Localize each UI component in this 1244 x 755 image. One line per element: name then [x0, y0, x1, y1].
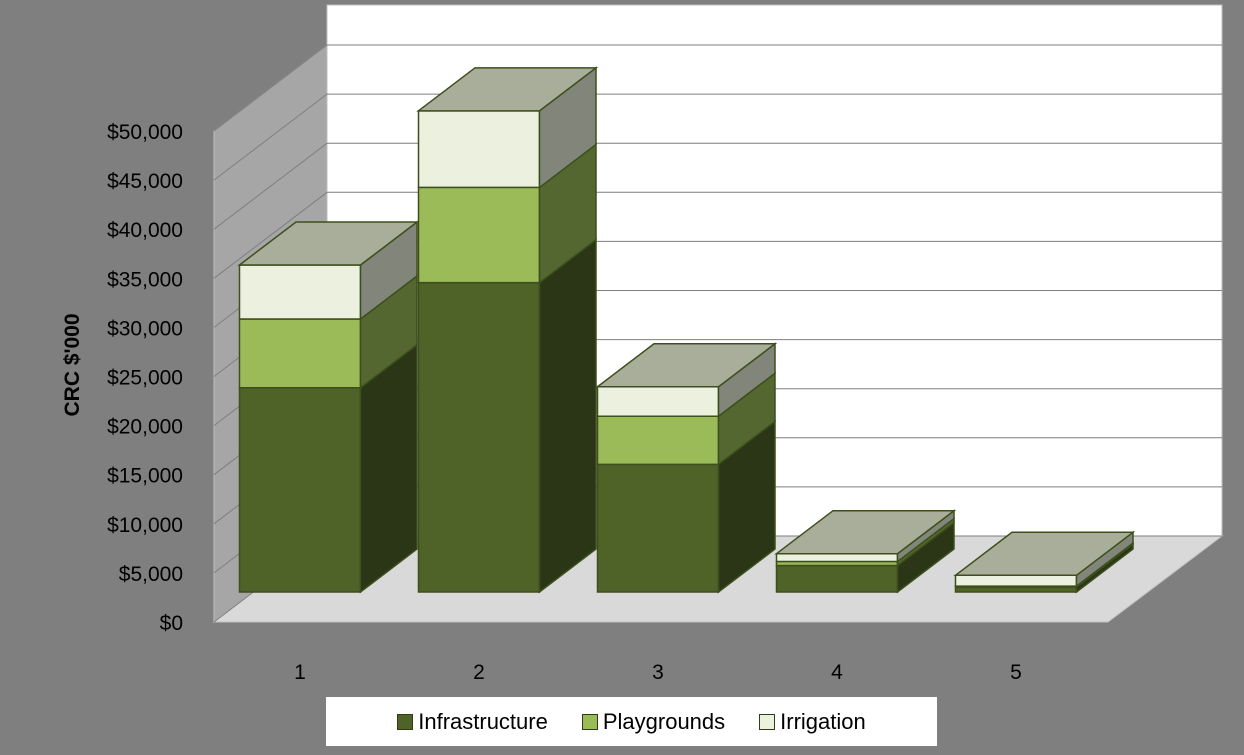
bar-segment-irrigation-front	[775, 552, 899, 563]
gridline	[213, 93, 1222, 181]
bar-segment-infrastructure-side	[538, 238, 597, 594]
legend-swatch-irrigation	[759, 713, 776, 730]
y-tick-label: $10,000	[107, 514, 183, 537]
bar-stack	[416, 66, 599, 594]
x-tick-label: 5	[1010, 661, 1022, 684]
bar-segment-irrigation-front	[954, 574, 1078, 587]
y-tick-label: $50,000	[107, 121, 183, 144]
bar-stack	[237, 220, 420, 594]
legend-item-infrastructure: Infrastructure	[397, 709, 548, 735]
bar-segment-irrigation-front	[596, 386, 720, 417]
bar-segment-infrastructure-front	[596, 463, 720, 593]
legend-swatch-infrastructure	[397, 713, 414, 730]
y-tick-label: $35,000	[107, 268, 183, 291]
y-tick-label: $5,000	[119, 563, 183, 586]
bar-top	[416, 67, 599, 112]
bar-segment-irrigation-front	[238, 264, 362, 320]
y-tick-label: $25,000	[107, 367, 183, 390]
bar-segment-irrigation-front	[417, 110, 541, 189]
legend-label-infrastructure: Infrastructure	[418, 708, 548, 734]
y-tick-label: $15,000	[107, 465, 183, 488]
y-axis-title: CRC $'000	[61, 313, 84, 416]
legend-label-irrigation: Irrigation	[780, 708, 866, 734]
bar-top	[595, 343, 778, 388]
bar-stack	[774, 509, 957, 594]
bar-top	[774, 509, 957, 555]
x-tick-label: 3	[652, 661, 664, 684]
y-tick-label: $20,000	[107, 416, 183, 439]
x-tick-label: 1	[294, 661, 306, 684]
legend-item-playgrounds: Playgrounds	[581, 708, 726, 735]
gridline	[213, 191, 1222, 279]
x-tick-label: 2	[473, 661, 485, 684]
legend-swatch-playgrounds	[581, 713, 598, 730]
bar-top	[953, 531, 1136, 577]
bar-segment-playgrounds-front	[596, 415, 720, 466]
y-tick-label: $30,000	[107, 317, 183, 340]
bar-stack	[595, 342, 778, 594]
legend-item-irrigation: Irrigation	[759, 709, 866, 735]
y-tick-label: $40,000	[107, 219, 183, 242]
bar-segment-infrastructure-front	[238, 386, 362, 593]
bar-segment-infrastructure-front	[417, 281, 541, 593]
bar-top	[237, 221, 420, 266]
bar-segment-playgrounds-front	[238, 318, 362, 389]
bar-segment-playgrounds-front	[417, 186, 541, 284]
x-tick-label: 4	[831, 661, 843, 684]
bar-stack	[953, 530, 1136, 594]
gridline	[213, 142, 1222, 230]
y-tick-label: $45,000	[107, 170, 183, 193]
gridline	[213, 44, 1222, 132]
legend-label-playgrounds: Playgrounds	[602, 708, 726, 734]
y-tick-label: $0	[160, 612, 183, 635]
bar-segment-infrastructure-front	[775, 564, 899, 593]
legend: Infrastructure Playgrounds Irrigation	[326, 697, 937, 746]
